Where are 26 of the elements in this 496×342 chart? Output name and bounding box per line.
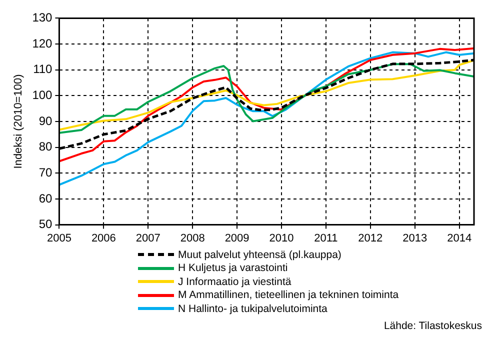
x-tick-label: 2005 xyxy=(46,232,72,244)
y-tick-label: 50 xyxy=(38,217,53,232)
x-tick-label: 2010 xyxy=(269,232,294,244)
y-tick-label: 110 xyxy=(33,62,53,76)
text: Lähde: Tilastokeskus xyxy=(382,320,482,332)
x-tick-label: 2008 xyxy=(180,232,205,244)
x-tick-label: 2012 xyxy=(358,232,383,244)
legend-label: J Informaatio ja viestintä xyxy=(178,276,292,288)
x-tick-label: 2009 xyxy=(224,232,250,244)
y-tick-label: 130 xyxy=(32,10,53,25)
y-tick-label: 70 xyxy=(38,165,53,180)
x-tick-label: 2011 xyxy=(314,232,338,244)
y-tick-label: 120 xyxy=(32,36,53,50)
x-tick-label: 2014 xyxy=(447,232,472,244)
x-tick-label: 2007 xyxy=(136,232,160,244)
legend-label: N Hallinto- ja tukipalvelutoiminta xyxy=(178,302,328,315)
x-tick-label: 2006 xyxy=(91,232,116,244)
legend-label: Muut palvelut yhteensä (pl.kauppa) xyxy=(178,248,342,261)
y-tick-label: 100 xyxy=(32,88,53,102)
y-tick-label: 60 xyxy=(38,191,53,206)
legend-label: M Ammatillinen, tieteellinen ja tekninen toiminta xyxy=(178,289,399,302)
y-tick-label: 80 xyxy=(38,140,53,154)
y-axis-title: Indeksi (2010=100) xyxy=(12,74,25,169)
y-tick-label: 90 xyxy=(38,114,53,128)
legend-label: H Kuljetus ja varastointi xyxy=(178,262,288,274)
x-tick-label: 2013 xyxy=(402,232,428,244)
